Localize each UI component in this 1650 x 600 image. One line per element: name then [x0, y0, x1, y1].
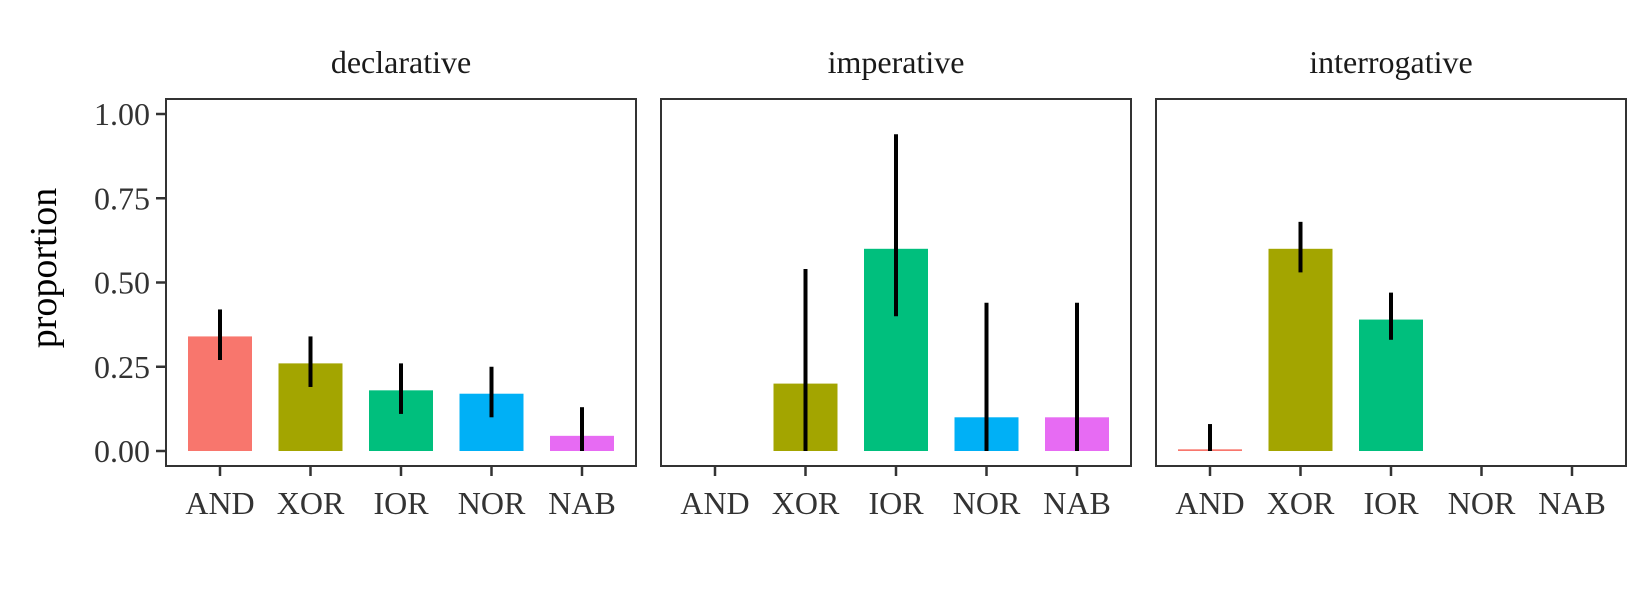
y-tick-label: 0.25: [94, 349, 150, 385]
x-tick-label-NAB: NAB: [1538, 485, 1606, 521]
bar-IOR: [1359, 319, 1423, 451]
x-tick-label-NOR: NOR: [1448, 485, 1516, 521]
x-tick-label-AND: AND: [185, 485, 254, 521]
facet-title: interrogative: [1309, 44, 1472, 80]
x-tick-label-NOR: NOR: [953, 485, 1021, 521]
y-tick-label: 0.50: [94, 265, 150, 301]
bar-XOR: [1268, 248, 1333, 451]
y-axis-title: proportion: [23, 188, 65, 348]
x-tick-label-IOR: IOR: [373, 485, 429, 521]
panel-frame: [165, 98, 637, 467]
x-tick-label-IOR: IOR: [1363, 485, 1419, 521]
x-tick-label-XOR: XOR: [1267, 485, 1335, 521]
panel-frame: [660, 98, 1132, 467]
x-tick-label-NAB: NAB: [1043, 485, 1111, 521]
y-tick-label: 1.00: [94, 96, 150, 132]
x-tick-label-XOR: XOR: [772, 485, 840, 521]
panel-frame: [1155, 98, 1627, 467]
x-tick-label-NAB: NAB: [548, 485, 616, 521]
x-tick-label-AND: AND: [1175, 485, 1244, 521]
facet-panel-declarative: declarative AND XOR IOR NOR NAB: [165, 44, 637, 521]
x-tick-label-AND: AND: [680, 485, 749, 521]
x-tick-label-XOR: XOR: [277, 485, 345, 521]
y-tick-label: 0.75: [94, 180, 150, 216]
facet-panel-interrogative: interrogative AND XOR IOR NOR NAB: [1155, 44, 1627, 521]
facet-panel-imperative: imperative AND XOR IOR NOR NAB: [660, 44, 1132, 521]
y-tick-label: 0.00: [94, 433, 150, 469]
facet-title: declarative: [331, 44, 471, 80]
x-tick-label-NOR: NOR: [458, 485, 526, 521]
x-tick-label-IOR: IOR: [868, 485, 924, 521]
facet-title: imperative: [828, 44, 965, 80]
